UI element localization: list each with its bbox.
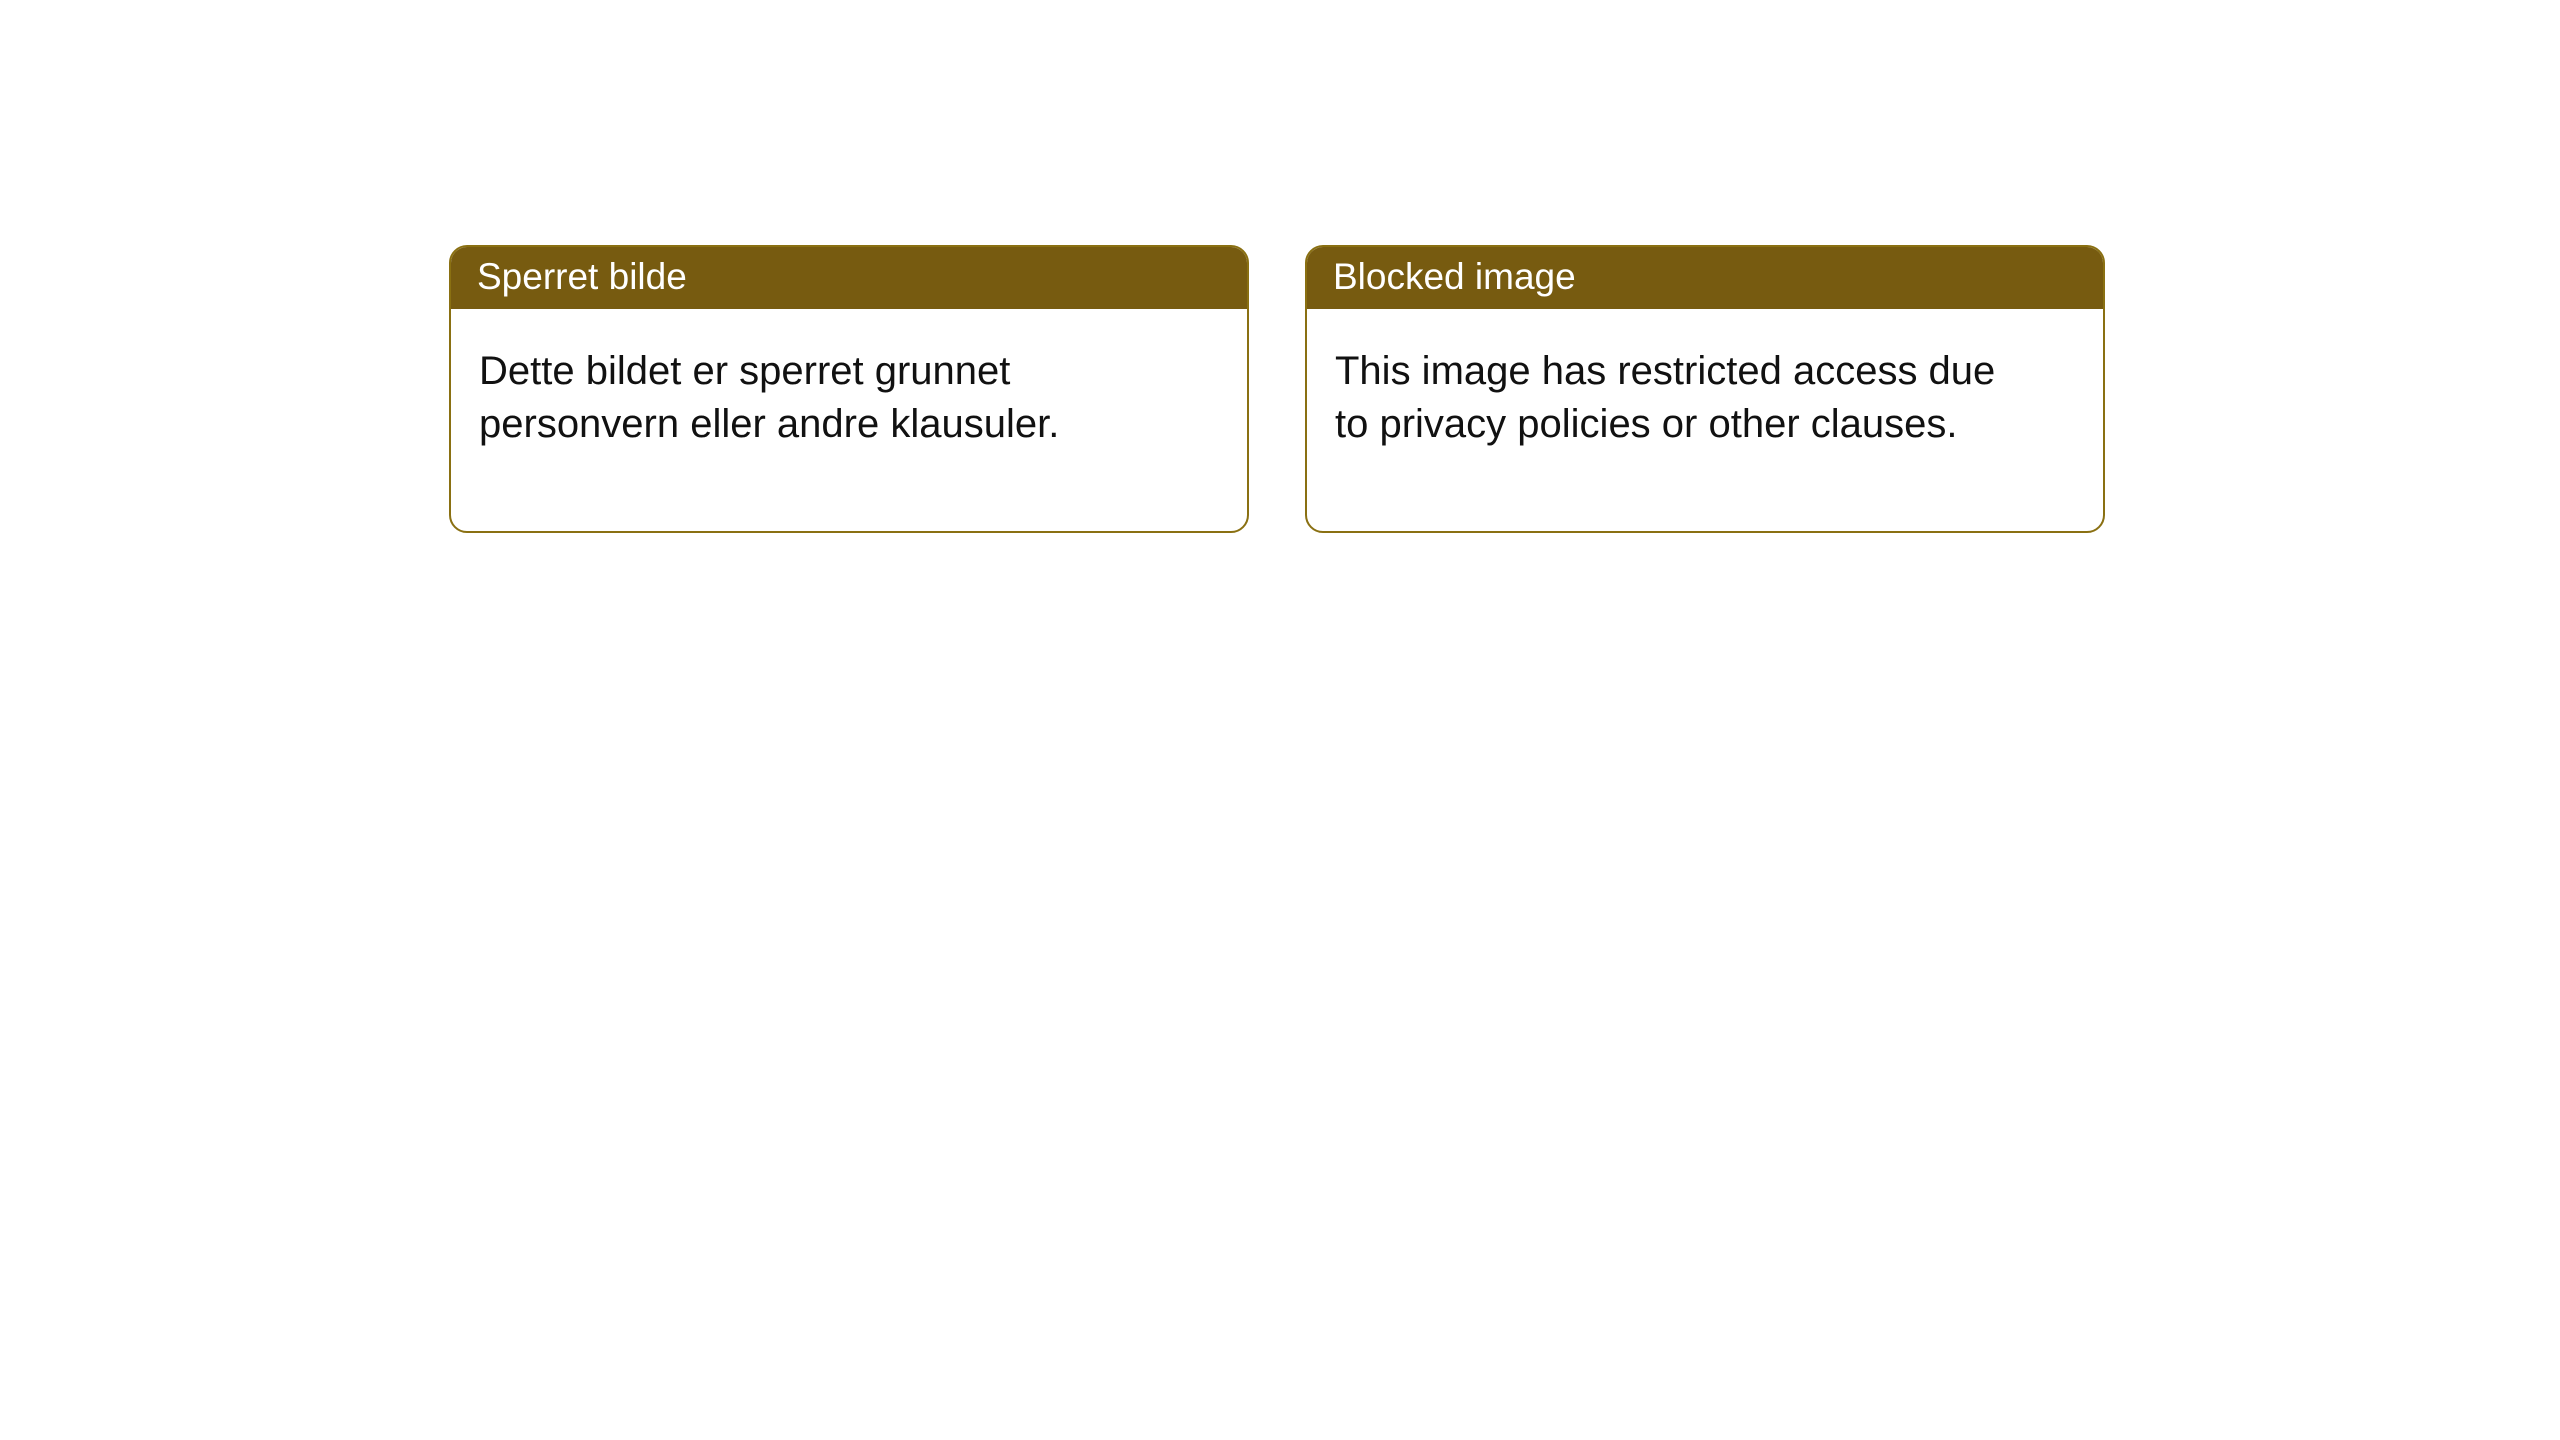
- notice-card-title: Sperret bilde: [451, 247, 1247, 309]
- notice-cards-row: Sperret bilde Dette bildet er sperret gr…: [449, 245, 2105, 533]
- notice-card-body: This image has restricted access due to …: [1307, 309, 2043, 531]
- notice-card-body: Dette bildet er sperret grunnet personve…: [451, 309, 1187, 531]
- notice-card-en: Blocked image This image has restricted …: [1305, 245, 2105, 533]
- notice-card-title: Blocked image: [1307, 247, 2103, 309]
- notice-card-no: Sperret bilde Dette bildet er sperret gr…: [449, 245, 1249, 533]
